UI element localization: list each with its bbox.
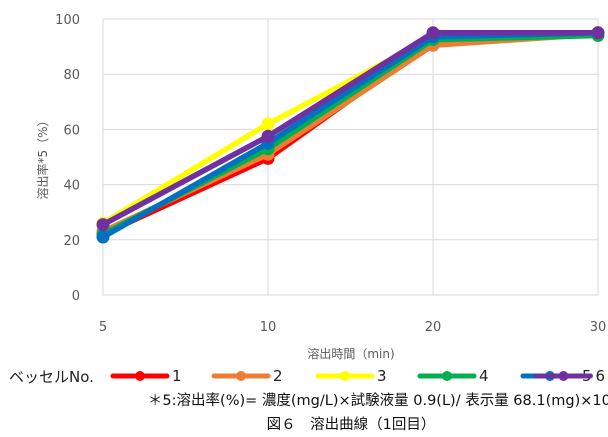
legend-marker (558, 371, 569, 381)
legend-item-1: 1 (110, 367, 182, 385)
y-tick-label: 0 (72, 289, 80, 304)
series-5 (96, 26, 605, 244)
figure-caption: 図６ 溶出曲線（1回目） (267, 416, 436, 433)
series-4 (96, 29, 605, 241)
y-tick-label: 60 (63, 123, 80, 138)
legend: 123456 (110, 367, 605, 385)
legend-label: 4 (479, 367, 489, 385)
series-line (100, 30, 601, 240)
x-tick-labels: 5 10 20 30 (99, 320, 606, 335)
y-tick-label: 40 (63, 179, 80, 194)
y-tick-label: 80 (63, 68, 80, 83)
x-tick-label: 20 (425, 320, 442, 335)
y-tick-labels: 0 20 40 60 80 100 (55, 13, 80, 304)
legend-label: 2 (273, 367, 283, 385)
x-tick-label: 10 (260, 320, 277, 335)
x-axis-title: 溶出時間（min) (307, 346, 394, 361)
data-point (96, 230, 110, 244)
legend-label: 3 (377, 367, 387, 385)
series-line (100, 32, 601, 238)
series-2 (96, 27, 605, 239)
legend-item-3: 3 (315, 367, 387, 385)
series-6 (96, 26, 605, 232)
y-axis-title: 溶出率*5（%） (35, 114, 50, 199)
legend-item-2: 2 (211, 367, 283, 385)
legend-title: ベッセルNo. (9, 368, 94, 386)
legend-marker (135, 371, 145, 381)
series-line (100, 31, 601, 238)
data-point (261, 117, 275, 131)
legend-marker (236, 371, 246, 381)
legend-marker (340, 371, 350, 381)
x-tick-label: 5 (99, 320, 107, 335)
legend-marker (442, 371, 452, 381)
legend-label: 6 (595, 367, 605, 385)
series-1 (96, 27, 605, 241)
data-point (261, 129, 275, 143)
data-point (591, 26, 605, 40)
series-lines (96, 26, 605, 244)
y-tick-label: 100 (55, 13, 80, 28)
x-tick-label: 30 (590, 320, 607, 335)
legend-item-4: 4 (417, 367, 489, 385)
grid-lines (102, 18, 599, 296)
legend-item-6: 6 (533, 367, 605, 385)
series-line (100, 30, 601, 228)
legend-label: 1 (172, 367, 182, 385)
footnote: ＊5:溶出率(%)= 濃度(mg/L)×試験液量 0.9(L)/ 表示量 68.… (148, 392, 608, 409)
data-point (96, 218, 110, 232)
data-point (426, 26, 440, 40)
y-tick-label: 20 (63, 234, 80, 249)
